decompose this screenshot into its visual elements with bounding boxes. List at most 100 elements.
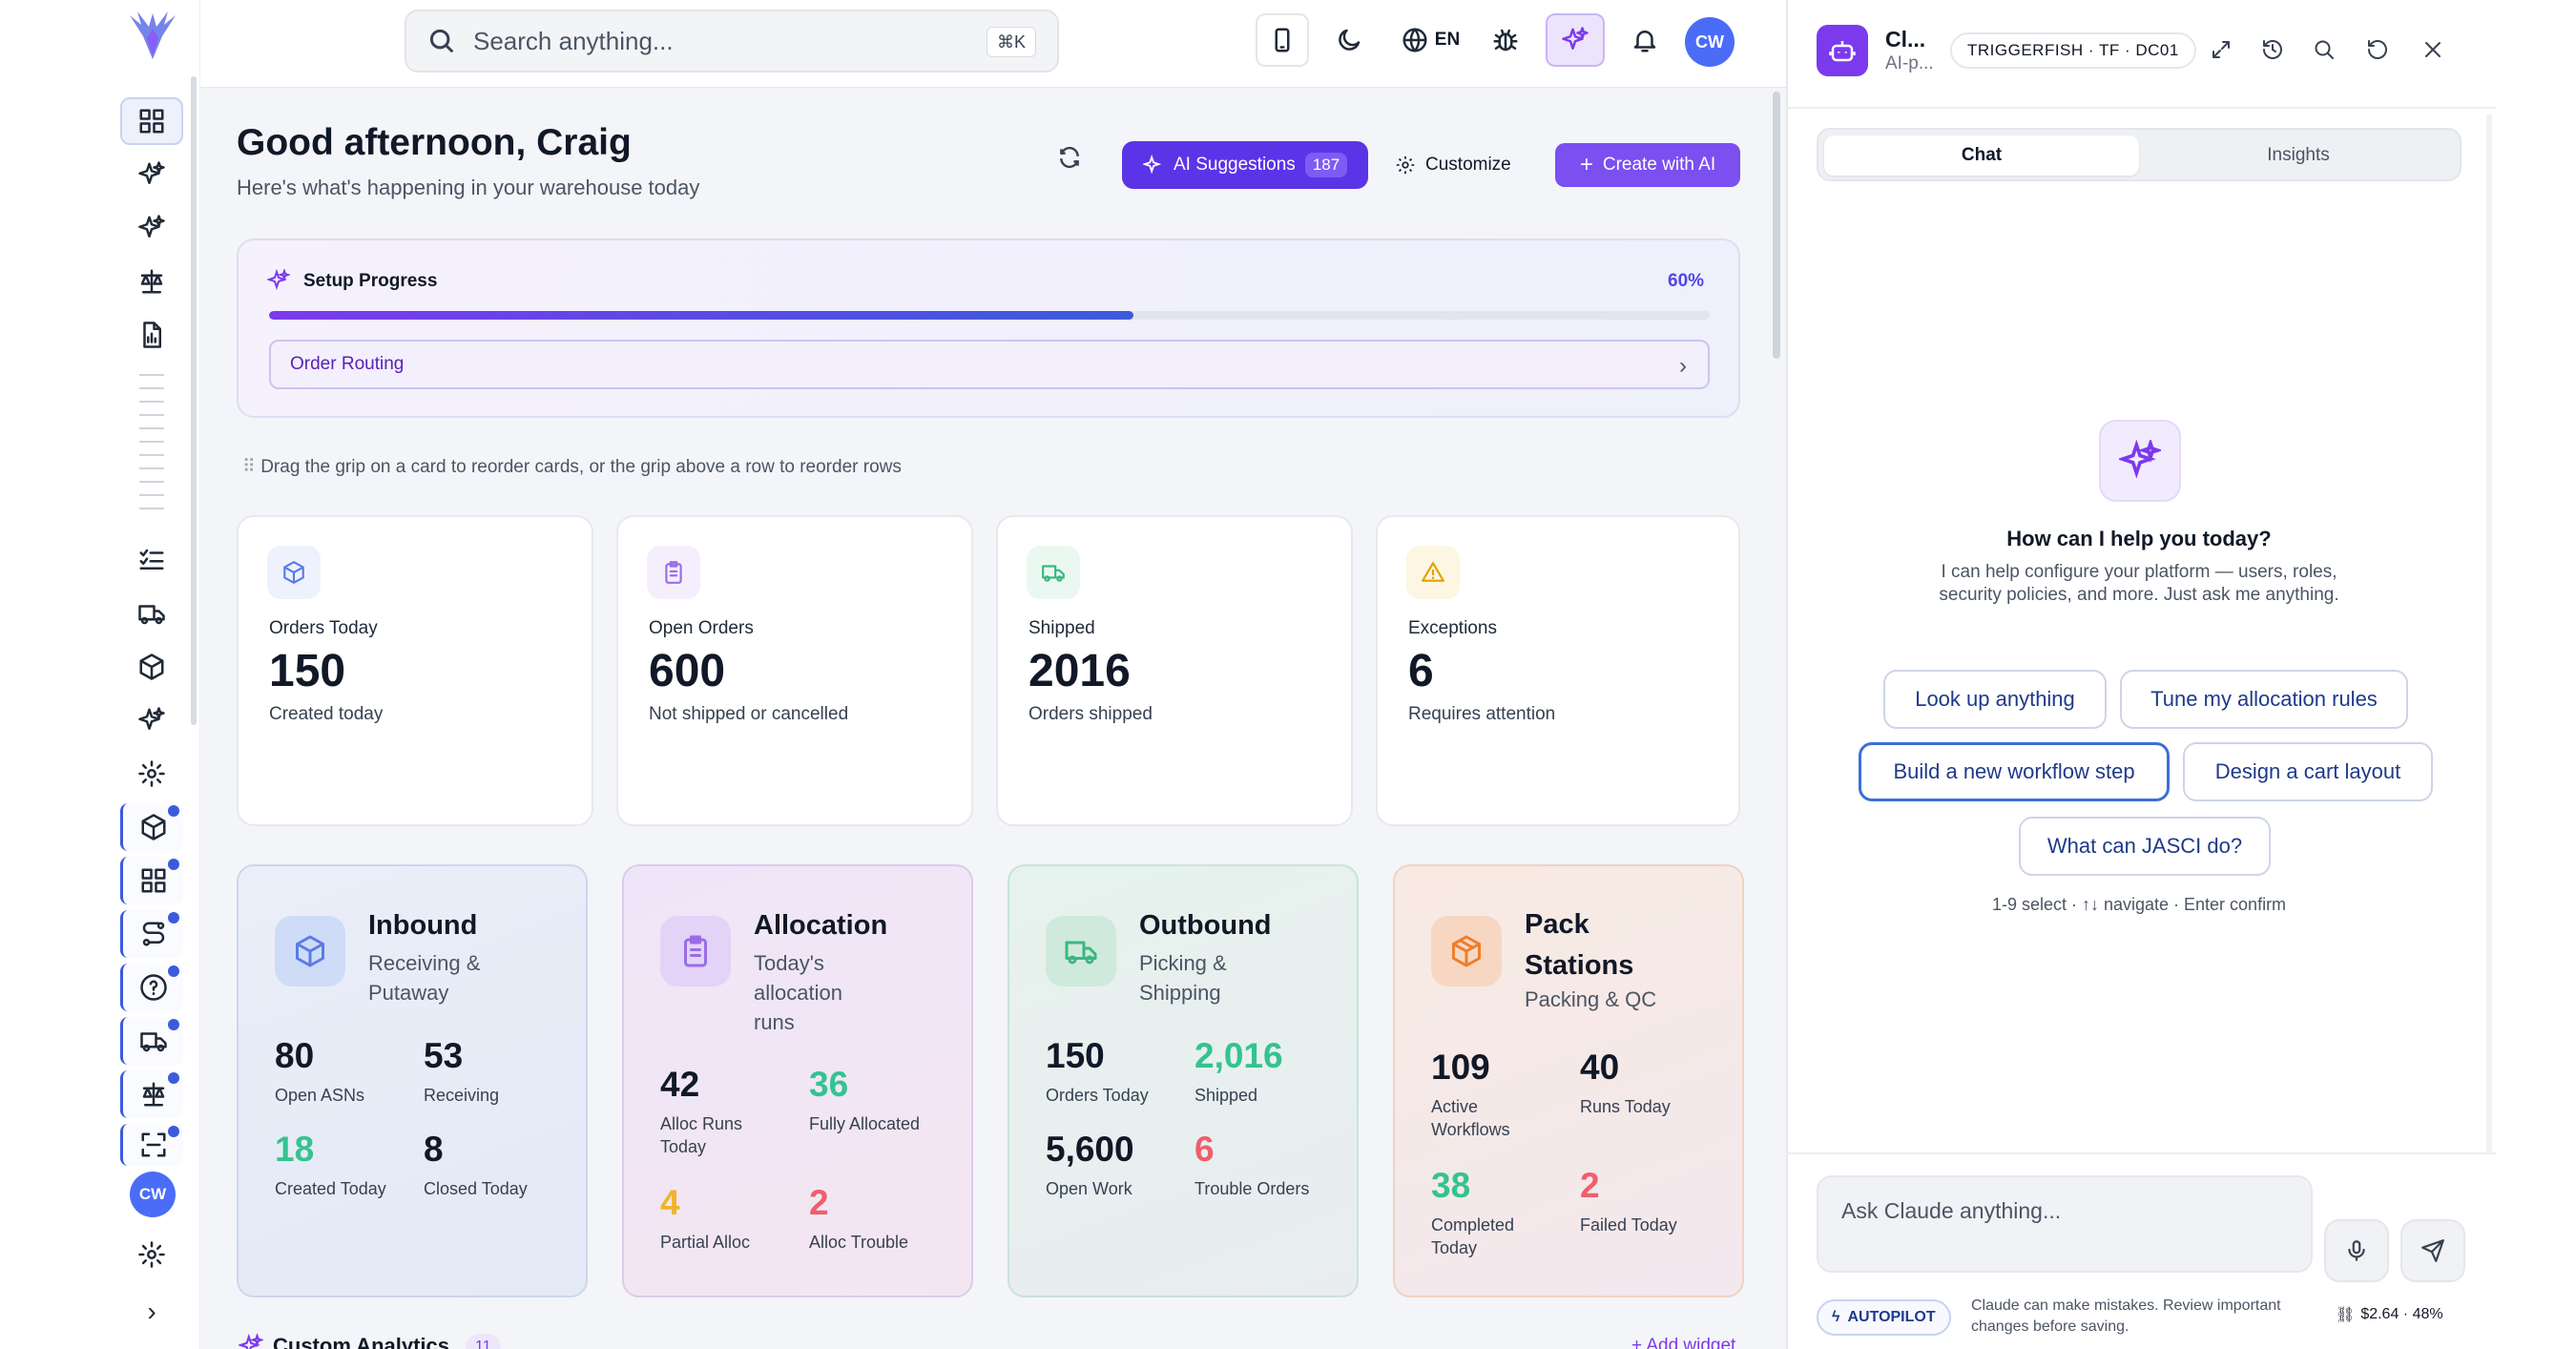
refresh-button[interactable]: [1057, 145, 1090, 177]
sidebar-item-ai[interactable]: [120, 151, 183, 198]
suggestion-chip[interactable]: What can JASCI do?: [2019, 817, 2271, 876]
module-card-pack-stations[interactable]: Pack Stations Packing & QC 109 Active Wo…: [1393, 864, 1744, 1297]
input-divider: [1786, 1152, 2496, 1154]
expand-button[interactable]: [2206, 34, 2236, 65]
global-search[interactable]: Search anything... ⌘K: [405, 10, 1059, 73]
phone-icon: [1275, 28, 1290, 52]
custom-analytics-count: 11: [466, 1334, 501, 1349]
assistant-tabs: Chat Insights: [1817, 128, 2462, 181]
sidebar-expand-button[interactable]: ›: [147, 1297, 156, 1326]
user-avatar-topbar[interactable]: CW: [1685, 17, 1735, 67]
panel-scrollbar[interactable]: [2486, 114, 2492, 1154]
tab-insights[interactable]: Insights: [2267, 145, 2330, 165]
bot-avatar: [1817, 25, 1868, 76]
sidebar-item-dashboard-2[interactable]: [120, 857, 183, 904]
suggestion-chip[interactable]: Build a new workflow step: [1859, 742, 2170, 801]
metric-value: 2: [809, 1183, 829, 1222]
sidebar-item-delivery[interactable]: [120, 1017, 183, 1065]
sidebar-item-dashboard[interactable]: [120, 97, 183, 145]
route-icon: [142, 922, 164, 946]
sidebar-item-balance[interactable]: [120, 258, 183, 305]
app-logo[interactable]: [122, 6, 183, 67]
close-panel-button[interactable]: [2418, 34, 2448, 65]
metric-label: Partial Alloc: [660, 1233, 751, 1252]
debug-button[interactable]: [1479, 13, 1532, 67]
module-card-inbound[interactable]: Inbound Receiving & Putaway 80 Open ASNs…: [237, 864, 588, 1297]
sparkle-icon: [1143, 155, 1162, 175]
drag-hint: ⠿ Drag the grip on a card to reorder car…: [242, 456, 902, 478]
module-card-outbound[interactable]: Outbound Picking & Shipping 150 Orders T…: [1008, 864, 1359, 1297]
stat-subtext: Not shipped or cancelled: [649, 704, 849, 724]
send-button[interactable]: [2400, 1219, 2465, 1282]
reset-icon: [2368, 40, 2387, 59]
clipboard-icon: [660, 916, 731, 986]
ai-suggestions-count: 187: [1304, 153, 1348, 177]
sidebar-item-inbound[interactable]: [120, 803, 183, 851]
main-scrollbar[interactable]: [1773, 92, 1780, 359]
sidebar-separator: [139, 401, 164, 403]
add-widget-button[interactable]: + Add widget: [1631, 1336, 1736, 1349]
suggestion-chip[interactable]: Tune my allocation rules: [2120, 670, 2408, 729]
metric-value: 80: [275, 1036, 315, 1075]
sidebar-item-settings[interactable]: [120, 750, 183, 798]
autopilot-toggle[interactable]: ϟ AUTOPILOT: [1817, 1299, 1951, 1336]
setup-step-order-routing[interactable]: Order Routing ›: [269, 340, 1710, 389]
progress-fill: [269, 311, 1133, 320]
metric-value: 5,600: [1046, 1130, 1134, 1169]
bell-icon: [1633, 31, 1656, 52]
stat-subtext: Created today: [269, 704, 384, 724]
voice-input-button[interactable]: [2324, 1219, 2389, 1282]
sidebar-item-ai-2[interactable]: [120, 204, 183, 252]
sidebar-item-reports[interactable]: [120, 311, 183, 359]
assistant-greeting: How can I help you today?: [2006, 527, 2272, 550]
chat-input[interactable]: Ask Claude anything...: [1817, 1175, 2313, 1273]
panel-search-button[interactable]: [2309, 34, 2339, 65]
metric-label: Trouble Orders: [1195, 1179, 1310, 1198]
stat-card-open-orders[interactable]: Open Orders 600 Not shipped or cancelled: [616, 515, 973, 826]
notification-dot: [168, 805, 179, 817]
sidebar-item-scan[interactable]: [120, 1124, 183, 1166]
moon-icon: [1339, 29, 1361, 51]
mobile-view-button[interactable]: [1256, 13, 1309, 67]
history-button[interactable]: [2257, 34, 2288, 65]
sidebar-separator: [139, 427, 164, 429]
sidebar-item-tasks[interactable]: [120, 536, 183, 584]
stat-card-orders-today[interactable]: Orders Today 150 Created today: [237, 515, 593, 826]
sidebar-settings-button[interactable]: [120, 1231, 183, 1278]
assistant-description: I can help configure your platform — use…: [1939, 562, 2339, 605]
user-avatar[interactable]: CW: [130, 1172, 176, 1217]
autopilot-label: AUTOPILOT: [1847, 1309, 1936, 1325]
stat-label: Open Orders: [649, 618, 754, 638]
theme-toggle-button[interactable]: [1322, 13, 1376, 67]
sidebar-separator: [139, 414, 164, 416]
tenant-badge[interactable]: TRIGGERFISH · TF · DC01: [1950, 32, 2196, 69]
panel-divider: [1786, 107, 2496, 109]
sidebar-item-help[interactable]: [120, 964, 183, 1011]
sidebar-item-ai-3[interactable]: [120, 696, 183, 744]
suggestion-chip[interactable]: Design a cart layout: [2183, 742, 2433, 801]
sidebar-item-routes[interactable]: [120, 910, 183, 958]
sidebar-scrollbar[interactable]: [191, 76, 197, 725]
language-button[interactable]: EN: [1389, 13, 1471, 67]
sidebar-item-balance-2[interactable]: [120, 1070, 183, 1118]
notifications-button[interactable]: [1618, 13, 1672, 67]
bug-icon: [1493, 29, 1518, 52]
suggestion-chip[interactable]: Look up anything: [1883, 670, 2107, 729]
send-icon: [2421, 1239, 2444, 1262]
sidebar-separator: [139, 374, 164, 376]
tab-chat[interactable]: Chat: [1824, 135, 2139, 176]
sidebar-item-inventory[interactable]: [120, 643, 183, 691]
metric-label: Shipped: [1195, 1086, 1258, 1105]
customize-button[interactable]: Customize: [1395, 143, 1511, 187]
module-subtitle: Receiving & Putaway: [368, 951, 481, 1005]
page-title: Good afternoon, Craig: [237, 122, 632, 163]
reset-button[interactable]: [2362, 34, 2393, 65]
module-card-allocation[interactable]: Allocation Today's allocation runs 42 Al…: [622, 864, 973, 1297]
sidebar-item-shipping[interactable]: [120, 590, 183, 637]
create-with-ai-button[interactable]: + Create with AI: [1555, 143, 1740, 187]
ai-assistant-toggle[interactable]: [1546, 13, 1605, 67]
stat-card-exceptions[interactable]: Exceptions 6 Requires attention: [1376, 515, 1740, 826]
history-icon: [2263, 40, 2282, 59]
stat-card-shipped[interactable]: Shipped 2016 Orders shipped: [996, 515, 1353, 826]
ai-suggestions-button[interactable]: AI Suggestions 187: [1122, 141, 1368, 189]
